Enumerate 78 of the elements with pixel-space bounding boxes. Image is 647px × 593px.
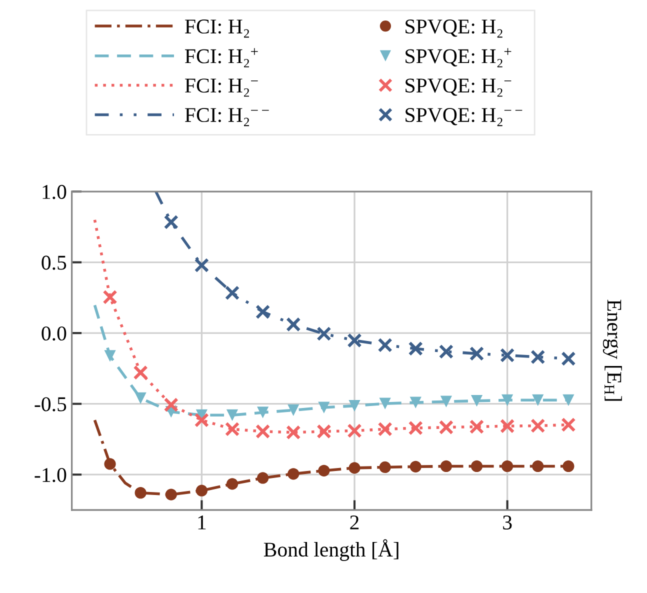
point [133, 365, 148, 380]
point [288, 468, 300, 480]
point [164, 214, 178, 230]
point [379, 398, 391, 410]
point [134, 487, 146, 499]
point [379, 461, 391, 474]
point [532, 460, 544, 472]
x-tick-label: 2 [350, 516, 359, 530]
legend-label: SPVQE: H₂$^{−}$ [406, 78, 512, 97]
legend-label: SPVQE: H₂$^{+}$ [406, 48, 512, 68]
point [562, 394, 574, 406]
y-axis-title: Energy [E$_{H}$] [602, 300, 622, 401]
point [134, 392, 146, 404]
point [102, 290, 118, 304]
point [196, 484, 208, 496]
point [500, 348, 515, 363]
point [440, 396, 452, 408]
point [318, 402, 330, 414]
point [408, 341, 423, 356]
legend-label: FCI: H₂ [185, 20, 250, 38]
point [194, 258, 210, 273]
point [224, 286, 240, 300]
legend-label: SPVQE: H₂ [406, 20, 502, 38]
point [318, 464, 330, 476]
point [410, 396, 422, 408]
point [470, 460, 483, 472]
legend-label: FCI: H₂$^{−}$ [185, 78, 258, 97]
y-tick-label: 1.0 [42, 184, 66, 200]
point [410, 460, 422, 472]
point [316, 326, 332, 342]
y-tick-label: 0.0 [42, 326, 66, 341]
x-tick-label: 3 [503, 516, 512, 530]
point [316, 424, 332, 439]
point [562, 460, 574, 472]
legend-label: FCI: H₂$^{+}$ [185, 48, 258, 68]
point [530, 350, 546, 364]
point [438, 420, 454, 435]
x-axis-title: Bond length [Å] [264, 539, 398, 561]
point [502, 460, 514, 472]
point [255, 304, 270, 320]
point [164, 397, 178, 412]
point [257, 472, 269, 484]
y-tick-label: -1.0 [34, 468, 66, 482]
point [255, 424, 270, 439]
point [226, 478, 238, 490]
point [348, 462, 360, 474]
point [500, 418, 515, 434]
point [408, 420, 423, 436]
point [469, 419, 484, 434]
point [378, 338, 392, 352]
point [257, 406, 269, 418]
y-tick-label: 0.5 [42, 256, 66, 270]
point [104, 350, 116, 362]
point [165, 488, 177, 500]
point [502, 394, 514, 406]
point [286, 317, 301, 332]
point [226, 409, 238, 421]
point [104, 458, 116, 470]
point [469, 346, 484, 361]
legend-label: FCI: H₂$^{−−}$ [185, 108, 269, 126]
point [224, 422, 240, 437]
point [532, 394, 544, 406]
point [347, 423, 362, 438]
point [347, 333, 362, 348]
point [438, 344, 454, 359]
point [561, 417, 576, 432]
legend-label: SPVQE: H₂$^{−−}$ [406, 108, 522, 126]
point [288, 404, 300, 416]
point [348, 400, 360, 412]
point [470, 395, 483, 407]
point [561, 351, 576, 366]
point [286, 425, 301, 440]
point [194, 412, 210, 428]
point [378, 422, 392, 437]
y-tick-label: -0.5 [34, 397, 66, 412]
point [530, 418, 546, 434]
x-tick-label: 1 [198, 516, 206, 530]
point [440, 460, 452, 472]
